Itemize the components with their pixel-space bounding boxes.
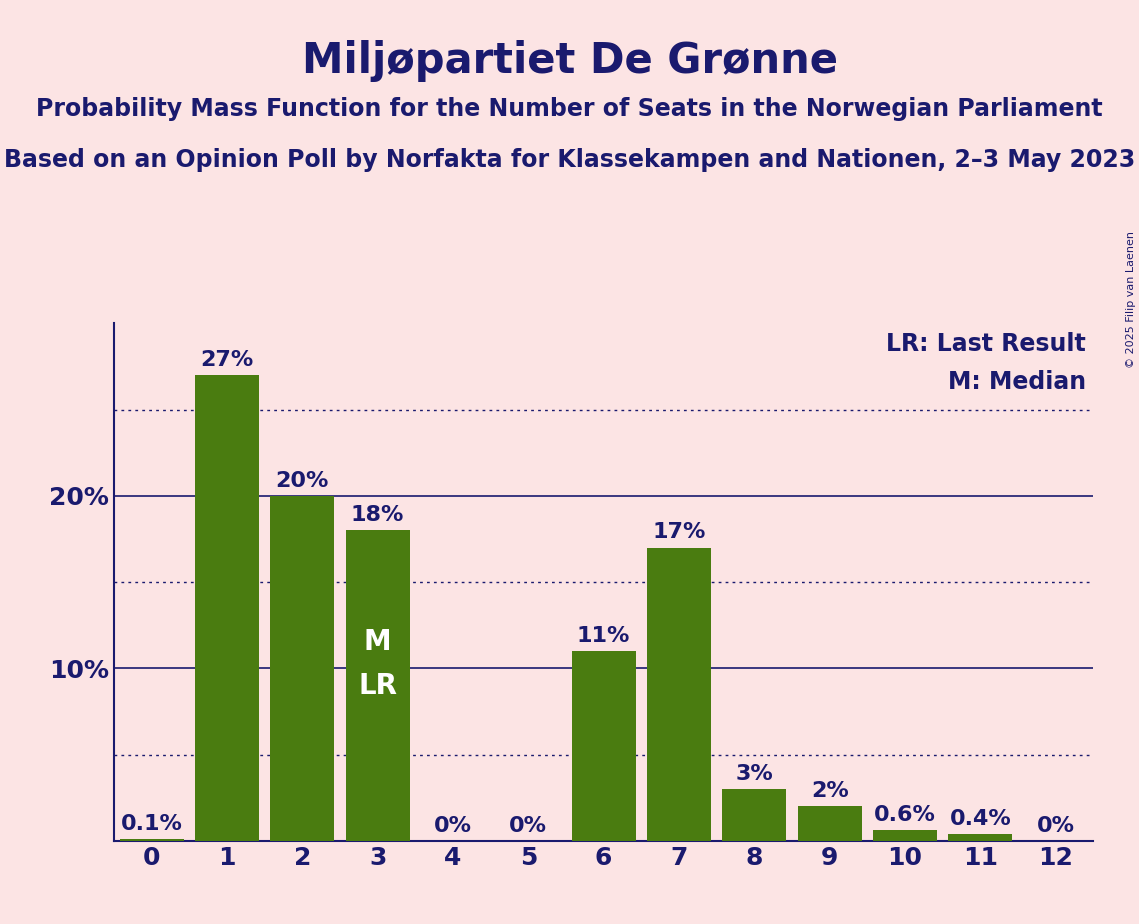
Bar: [647, 548, 711, 841]
Text: © 2025 Filip van Laenen: © 2025 Filip van Laenen: [1126, 231, 1136, 368]
Bar: [722, 789, 786, 841]
Text: LR: Last Result: LR: Last Result: [886, 332, 1085, 356]
Bar: [345, 530, 410, 841]
Text: 17%: 17%: [653, 522, 706, 542]
Text: 0.1%: 0.1%: [121, 814, 182, 834]
Text: Miljøpartiet De Grønne: Miljøpartiet De Grønne: [302, 40, 837, 81]
Text: Probability Mass Function for the Number of Seats in the Norwegian Parliament: Probability Mass Function for the Number…: [36, 97, 1103, 121]
Text: 0%: 0%: [434, 816, 472, 835]
Bar: [572, 651, 636, 841]
Text: 3%: 3%: [736, 764, 773, 784]
Text: 0.4%: 0.4%: [950, 808, 1011, 829]
Bar: [949, 834, 1013, 841]
Text: 2%: 2%: [811, 781, 849, 801]
Text: 18%: 18%: [351, 505, 404, 525]
Text: M: Median: M: Median: [948, 370, 1085, 394]
Text: 20%: 20%: [276, 470, 329, 491]
Text: Based on an Opinion Poll by Norfakta for Klassekampen and Nationen, 2–3 May 2023: Based on an Opinion Poll by Norfakta for…: [3, 148, 1136, 172]
Bar: [195, 375, 259, 841]
Text: 27%: 27%: [200, 350, 254, 370]
Text: 11%: 11%: [577, 626, 630, 646]
Text: M: M: [363, 628, 392, 656]
Bar: [270, 496, 335, 841]
Text: 0%: 0%: [509, 816, 548, 835]
Bar: [874, 831, 937, 841]
Text: 0.6%: 0.6%: [874, 806, 936, 825]
Text: LR: LR: [358, 672, 398, 699]
Bar: [120, 839, 183, 841]
Text: 0%: 0%: [1036, 816, 1075, 835]
Bar: [797, 807, 862, 841]
